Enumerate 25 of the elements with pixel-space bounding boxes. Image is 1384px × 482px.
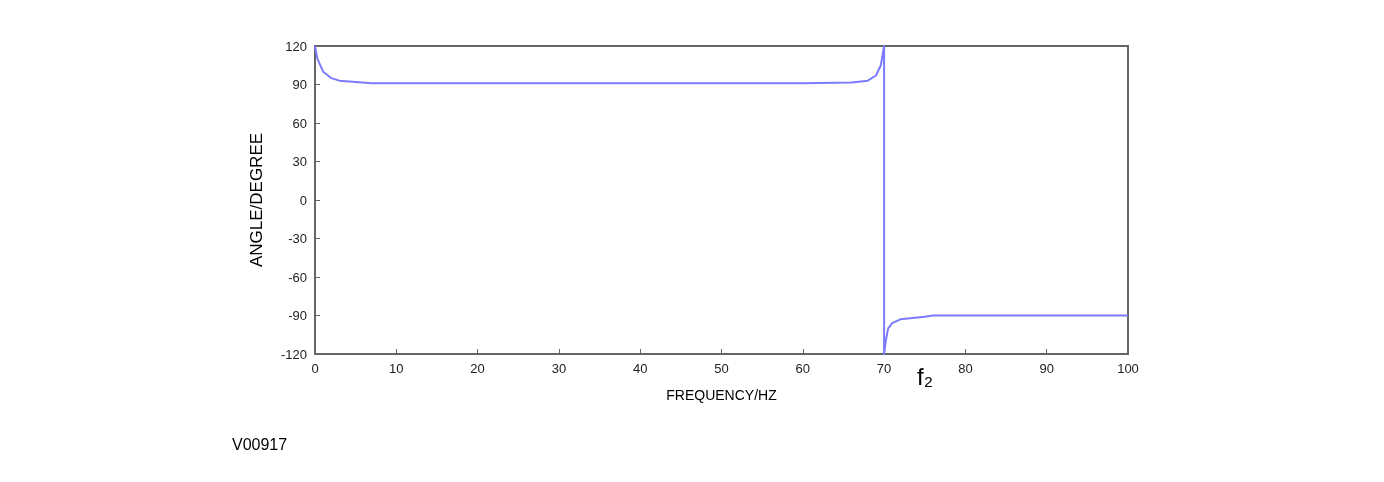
y-tick-label: -90 xyxy=(288,308,307,323)
x-tick-label: 100 xyxy=(1117,361,1139,376)
y-tick-label: 0 xyxy=(299,192,307,208)
x-tick-label: 30 xyxy=(551,361,567,376)
line-series xyxy=(314,45,1129,355)
y-axis-title: ANGLE/DEGREE xyxy=(247,132,266,268)
text: V00917 xyxy=(232,435,288,453)
y-tick-label: 60 xyxy=(292,115,307,131)
x-tick-label: 90 xyxy=(1039,361,1054,376)
y-tick-label: 30 xyxy=(292,154,307,169)
x-tick-label: 70 xyxy=(876,361,892,376)
y-tick-label: -120 xyxy=(280,346,307,362)
y-tick-label: 120 xyxy=(285,38,307,54)
x-tick-label: 50 xyxy=(714,361,729,376)
y-tick-label: -60 xyxy=(288,269,307,285)
x-tick-label: 10 xyxy=(389,361,404,376)
y-tick-label: -30 xyxy=(288,231,307,246)
x-tick-label: 0 xyxy=(311,361,319,376)
text: f₂ xyxy=(917,362,933,390)
y-tick-label: 90 xyxy=(292,77,307,92)
x-tick-label: 60 xyxy=(795,361,811,376)
x-tick-label: 40 xyxy=(632,361,648,376)
x-tick-label: 80 xyxy=(958,361,973,376)
x-tick-label: 20 xyxy=(470,361,485,376)
x-axis-title: FREQUENCY/HZ xyxy=(666,387,778,403)
